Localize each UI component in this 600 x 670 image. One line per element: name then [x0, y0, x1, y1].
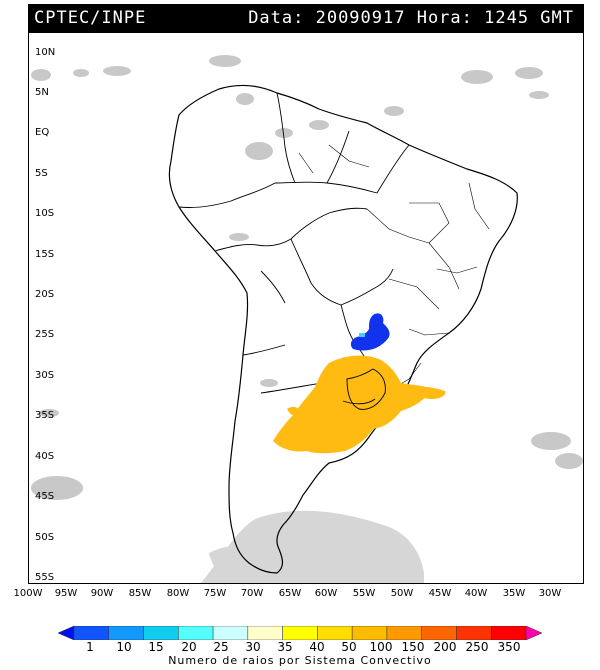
colorbar-tick-label: 20 [181, 640, 197, 654]
colorbar-tick-label: 350 [497, 640, 521, 654]
lat-label: 35S [35, 410, 55, 421]
lat-label: 10N [35, 47, 56, 58]
lat-label: 15S [35, 249, 55, 260]
colorbar-segment [317, 626, 353, 640]
colorbar-segment [58, 626, 75, 640]
colorbar-segment [386, 626, 422, 640]
colorbar-tick-label: 100 [369, 640, 393, 654]
colorbar-title: Numero de raios por Sistema Convectivo [168, 654, 432, 667]
lon-label: 65W [278, 588, 302, 599]
lat-label: 20S [35, 289, 55, 300]
cloud-patches [31, 55, 583, 500]
colorbar-tick-label: 10 [116, 640, 132, 654]
lon-label: 70W [240, 588, 264, 599]
convective-system-orange [273, 355, 446, 454]
lon-label: 50W [390, 588, 414, 599]
colorbar-segment [421, 626, 457, 640]
lon-label: 30W [538, 588, 562, 599]
lon-label: 85W [128, 588, 152, 599]
colorbar-segment [247, 626, 283, 640]
south-america-map [31, 55, 583, 583]
state-borders [298, 144, 490, 386]
lat-label: EQ [35, 127, 50, 138]
convective-system-blue [350, 313, 390, 351]
colorbar-tick-label: 25 [213, 640, 229, 654]
lon-label: 90W [90, 588, 114, 599]
lon-label: 45W [428, 588, 452, 599]
colorbar-segment [143, 626, 179, 640]
ocean-swell-south [200, 510, 424, 583]
lon-label: 60W [314, 588, 338, 599]
colorbar [58, 626, 542, 640]
convective-system-cyan [359, 333, 365, 337]
map-header: CPTEC/INPE Data: 20090917 Hora: 1245 GMT [28, 4, 584, 32]
colorbar-segment [178, 626, 214, 640]
colorbar-segment [525, 626, 542, 640]
continent [168, 84, 518, 574]
borders-over-systems [342, 368, 386, 410]
lat-label: 45S [35, 491, 55, 502]
lat-label: 30S [35, 370, 55, 381]
lon-label: 55W [352, 588, 376, 599]
lon-label: 40W [464, 588, 488, 599]
colorbar-tick-label: 1 [86, 640, 94, 654]
map-frame[interactable]: 10N 5N EQ 5S 10S 15S 20S 25S 30S 35S 40S… [28, 32, 584, 584]
lon-label: 80W [166, 588, 190, 599]
colorbar-tick-label: 35 [277, 640, 293, 654]
lon-label: 75W [203, 588, 227, 599]
lon-label: 100W [13, 588, 43, 599]
colorbar-tick-label: 30 [245, 640, 261, 654]
colorbar-segment [456, 626, 492, 640]
lat-label: 10S [35, 208, 55, 219]
lon-label: 95W [54, 588, 78, 599]
colorbar-segment [212, 626, 249, 640]
lon-label: 35W [502, 588, 526, 599]
lat-label: 25S [35, 329, 55, 340]
date-time-stamp: Data: 20090917 Hora: 1245 GMT [248, 8, 574, 28]
lat-label: 50S [35, 532, 55, 543]
colorbar-segment [73, 626, 110, 640]
lat-label: 5N [35, 87, 49, 98]
lat-label: 55S [35, 572, 55, 583]
colorbar-segment [351, 626, 388, 640]
colorbar-tick-label: 40 [309, 640, 325, 654]
lat-label: 5S [35, 168, 48, 179]
colorbar-segment [282, 626, 318, 640]
colorbar-tick-label: 250 [465, 640, 489, 654]
colorbar-tick-label: 150 [401, 640, 425, 654]
lat-label: 40S [35, 451, 55, 462]
colorbar-segment [490, 626, 527, 640]
colorbar-tick-label: 200 [433, 640, 457, 654]
agency-label: CPTEC/INPE [34, 8, 147, 28]
colorbar-tick-label: 50 [341, 640, 357, 654]
colorbar-segment [108, 626, 144, 640]
colorbar-tick-label: 15 [148, 640, 164, 654]
country-borders [178, 92, 410, 400]
